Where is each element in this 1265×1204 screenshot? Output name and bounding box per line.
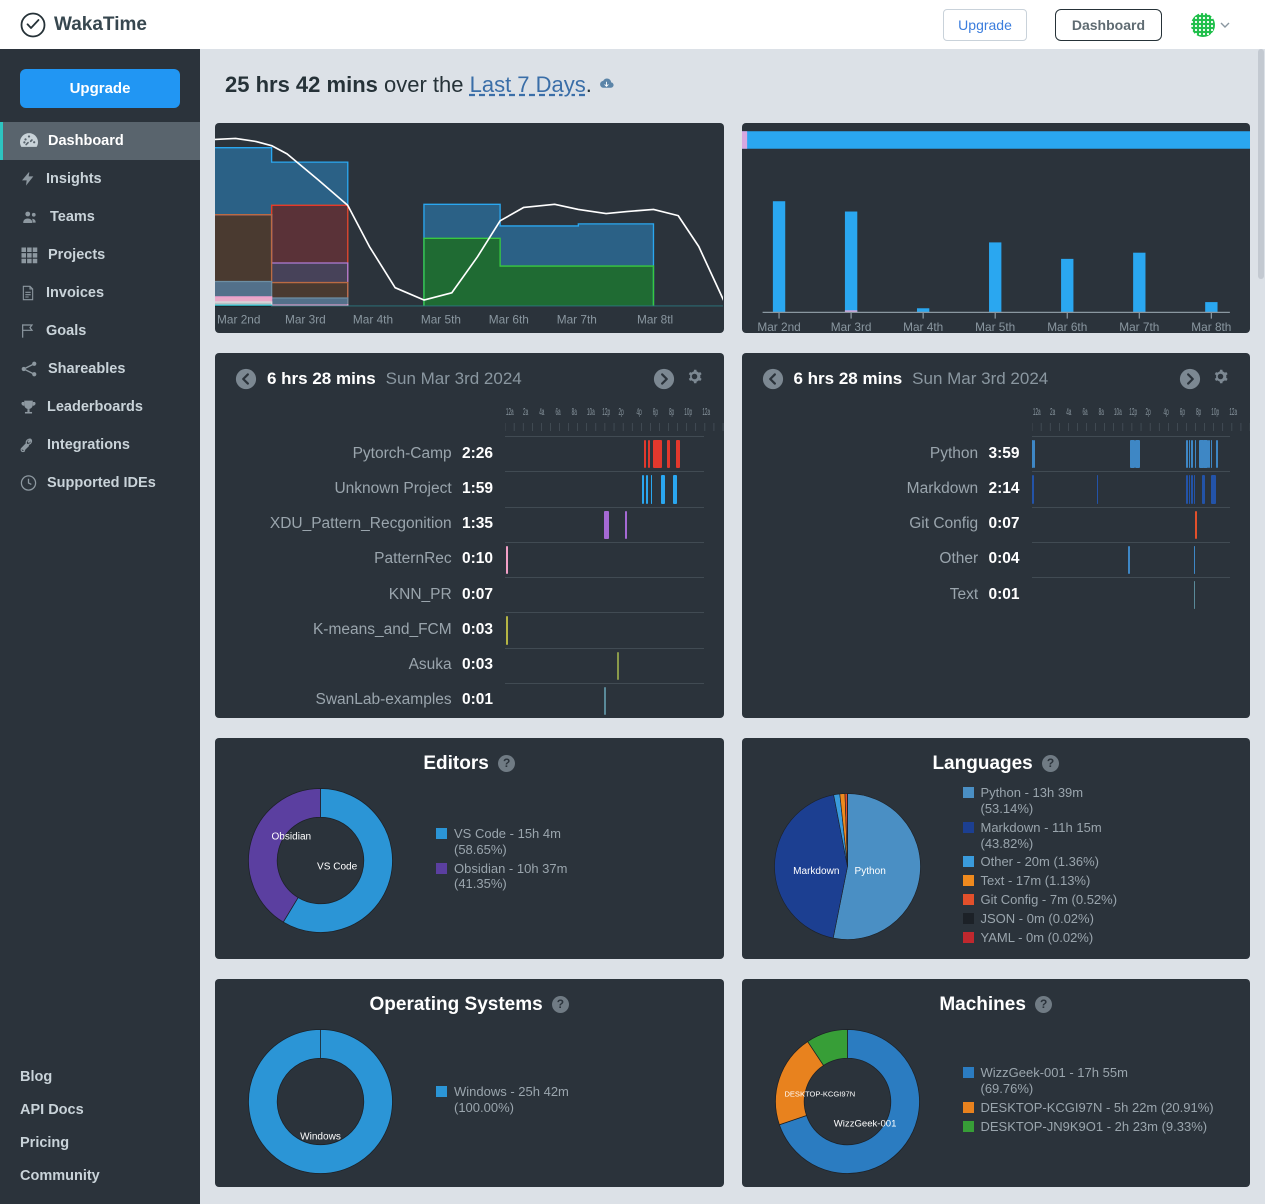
svg-text:2a: 2a: [523, 406, 528, 418]
svg-text:WizzGeek-001: WizzGeek-001: [833, 1118, 896, 1129]
svg-text:DESKTOP-KCGI97N: DESKTOP-KCGI97N: [784, 1089, 855, 1098]
svg-text:Mar 5th: Mar 5th: [421, 313, 461, 327]
svg-text:Mar 5th: Mar 5th: [975, 320, 1015, 333]
svg-text:4p: 4p: [637, 406, 642, 418]
svg-text:Mar 4th: Mar 4th: [353, 313, 393, 327]
svg-text:6a: 6a: [555, 406, 560, 418]
svg-text:Mar 8tl: Mar 8tl: [637, 313, 673, 327]
svg-text:2p: 2p: [1145, 406, 1150, 418]
svg-text:6p: 6p: [653, 406, 658, 418]
svg-text:2p: 2p: [619, 406, 624, 418]
svg-text:12a: 12a: [1032, 406, 1040, 418]
svg-text:12a: 12a: [1229, 406, 1237, 418]
svg-text:VS Code: VS Code: [317, 862, 358, 873]
svg-text:Mar 3rd: Mar 3rd: [285, 313, 326, 327]
svg-text:Python: Python: [854, 866, 885, 877]
svg-text:Mar 7th: Mar 7th: [557, 313, 597, 327]
svg-text:12p: 12p: [602, 406, 610, 418]
svg-text:10p: 10p: [684, 406, 692, 418]
svg-text:Markdown: Markdown: [793, 866, 839, 877]
svg-text:8a: 8a: [572, 406, 577, 418]
svg-text:8p: 8p: [1195, 406, 1200, 418]
svg-text:Mar 6th: Mar 6th: [1047, 320, 1087, 333]
svg-text:8a: 8a: [1098, 406, 1103, 418]
svg-text:Mar 3rd: Mar 3rd: [830, 320, 871, 333]
svg-text:6a: 6a: [1082, 406, 1087, 418]
svg-text:Mar 2nd: Mar 2nd: [217, 313, 260, 327]
svg-text:12a: 12a: [506, 406, 514, 418]
svg-text:10a: 10a: [1113, 406, 1121, 418]
svg-text:Mar 7th: Mar 7th: [1119, 320, 1159, 333]
svg-text:Mar 2nd: Mar 2nd: [757, 320, 800, 333]
svg-text:Mar 8th: Mar 8th: [1191, 320, 1231, 333]
svg-text:Obsidian: Obsidian: [271, 831, 311, 842]
svg-text:2a: 2a: [1050, 406, 1055, 418]
svg-text:Mar 6th: Mar 6th: [489, 313, 529, 327]
svg-text:4a: 4a: [539, 406, 544, 418]
svg-text:4p: 4p: [1163, 406, 1168, 418]
svg-text:4a: 4a: [1066, 406, 1071, 418]
svg-text:8p: 8p: [669, 406, 674, 418]
svg-text:Windows: Windows: [300, 1131, 341, 1142]
svg-text:6p: 6p: [1179, 406, 1184, 418]
svg-text:12p: 12p: [1129, 406, 1137, 418]
svg-text:10p: 10p: [1211, 406, 1219, 418]
svg-text:10a: 10a: [587, 406, 595, 418]
svg-text:Mar 4th: Mar 4th: [903, 320, 943, 333]
svg-text:12a: 12a: [702, 406, 710, 418]
